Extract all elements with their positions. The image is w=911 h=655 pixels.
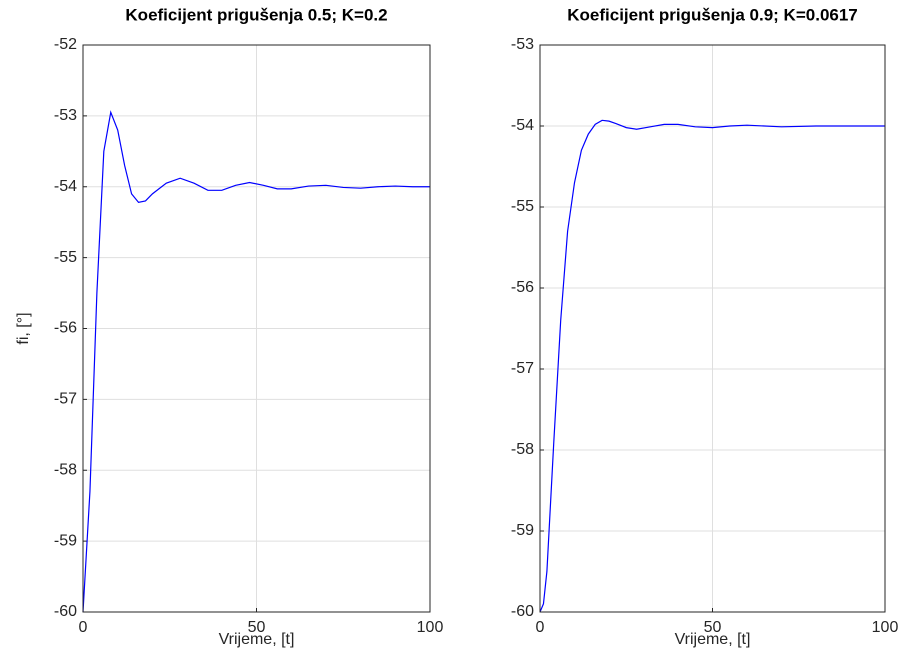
y-tick-label: -53 — [511, 36, 534, 53]
axes-frame — [539, 44, 886, 613]
y-tick-label: -54 — [54, 178, 77, 195]
chart-title: Koeficijent prigušenja 0.9; K=0.0617 — [567, 5, 858, 24]
x-tick-label: 100 — [872, 619, 899, 636]
y-tick-label: -60 — [54, 603, 77, 620]
y-tick-label: -59 — [54, 532, 77, 549]
line — [539, 119, 885, 613]
chart-title: Koeficijent prigušenja 0.5; K=0.2 — [125, 5, 387, 24]
y-tick-label: -57 — [511, 360, 534, 377]
y-tick-label: -56 — [511, 279, 534, 296]
y-tick-label: -56 — [54, 320, 77, 337]
x-tick-label: 50 — [248, 619, 266, 636]
axes-frame — [82, 44, 431, 613]
y-tick-label: -55 — [54, 249, 77, 266]
x-axis-label: Vrijeme, [t] — [675, 631, 751, 648]
line — [82, 110, 430, 613]
y-tick-label: -58 — [511, 441, 534, 458]
y-tick-label: -57 — [54, 391, 77, 408]
y-tick-label: -60 — [511, 603, 534, 620]
x-axis-label: Vrijeme, [t] — [219, 631, 295, 648]
x-tick-label: 0 — [79, 619, 88, 636]
y-tick-label: -58 — [54, 461, 77, 478]
y-axis-label: fi, [°] — [15, 312, 32, 344]
x-tick-label: 100 — [417, 619, 444, 636]
y-tick-label: -54 — [511, 117, 534, 134]
y-tick-label: -59 — [511, 522, 534, 539]
y-tick-label: -53 — [54, 107, 77, 124]
x-tick-label: 50 — [704, 619, 722, 636]
y-tick-label: -55 — [511, 198, 534, 215]
y-tick-label: -52 — [54, 36, 77, 53]
x-tick-label: 0 — [536, 619, 545, 636]
